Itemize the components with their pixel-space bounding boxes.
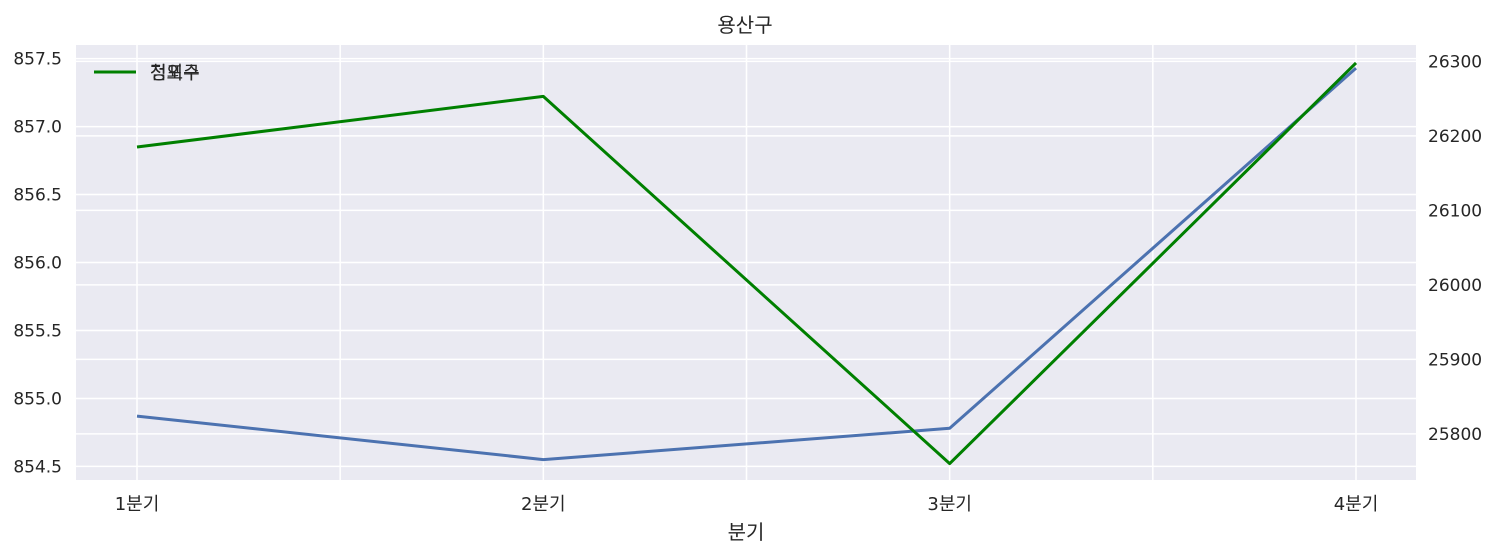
right-tick-label: 26200 — [1428, 127, 1482, 147]
legend: 점포수 청외구 — [94, 63, 200, 84]
right-tick-label: 26300 — [1428, 52, 1482, 72]
right-tick-label: 25800 — [1428, 425, 1482, 445]
right-tick-label: 25900 — [1428, 350, 1482, 370]
x-axis: 1분기 2분기 3분기 4분기 — [115, 494, 1379, 515]
left-tick-label: 854.5 — [13, 457, 62, 477]
grid-lines — [76, 45, 1416, 480]
left-tick-label: 857.5 — [13, 50, 62, 70]
series-line-1 — [136, 66, 1357, 462]
series-lines — [136, 61, 1358, 466]
left-tick-label: 856.0 — [13, 254, 62, 274]
left-y-axis: 854.5 855.0 855.5 856.0 856.5 857.0 857.5 — [13, 50, 62, 478]
x-axis-label: 분기 — [728, 520, 765, 544]
right-y-axis: 25800 25900 26000 26100 26200 26300 — [1428, 52, 1482, 444]
right-tick-label: 26100 — [1428, 201, 1482, 221]
x-tick-label: 4분기 — [1334, 494, 1379, 515]
left-tick-label: 856.5 — [13, 186, 62, 206]
left-tick-label: 855.0 — [13, 389, 62, 409]
legend-label-2: 청외구 — [150, 63, 200, 84]
x-tick-label: 3분기 — [927, 494, 972, 515]
chart-title: 용산구 — [717, 13, 772, 37]
series-line-2 — [136, 61, 1358, 466]
right-tick-label: 26000 — [1428, 276, 1482, 296]
x-tick-label: 1분기 — [115, 494, 160, 515]
legend-label-1: 점포수 — [150, 63, 200, 84]
left-tick-label: 855.5 — [13, 321, 62, 341]
left-tick-label: 857.0 — [13, 118, 62, 138]
x-tick-label: 2분기 — [521, 494, 566, 515]
